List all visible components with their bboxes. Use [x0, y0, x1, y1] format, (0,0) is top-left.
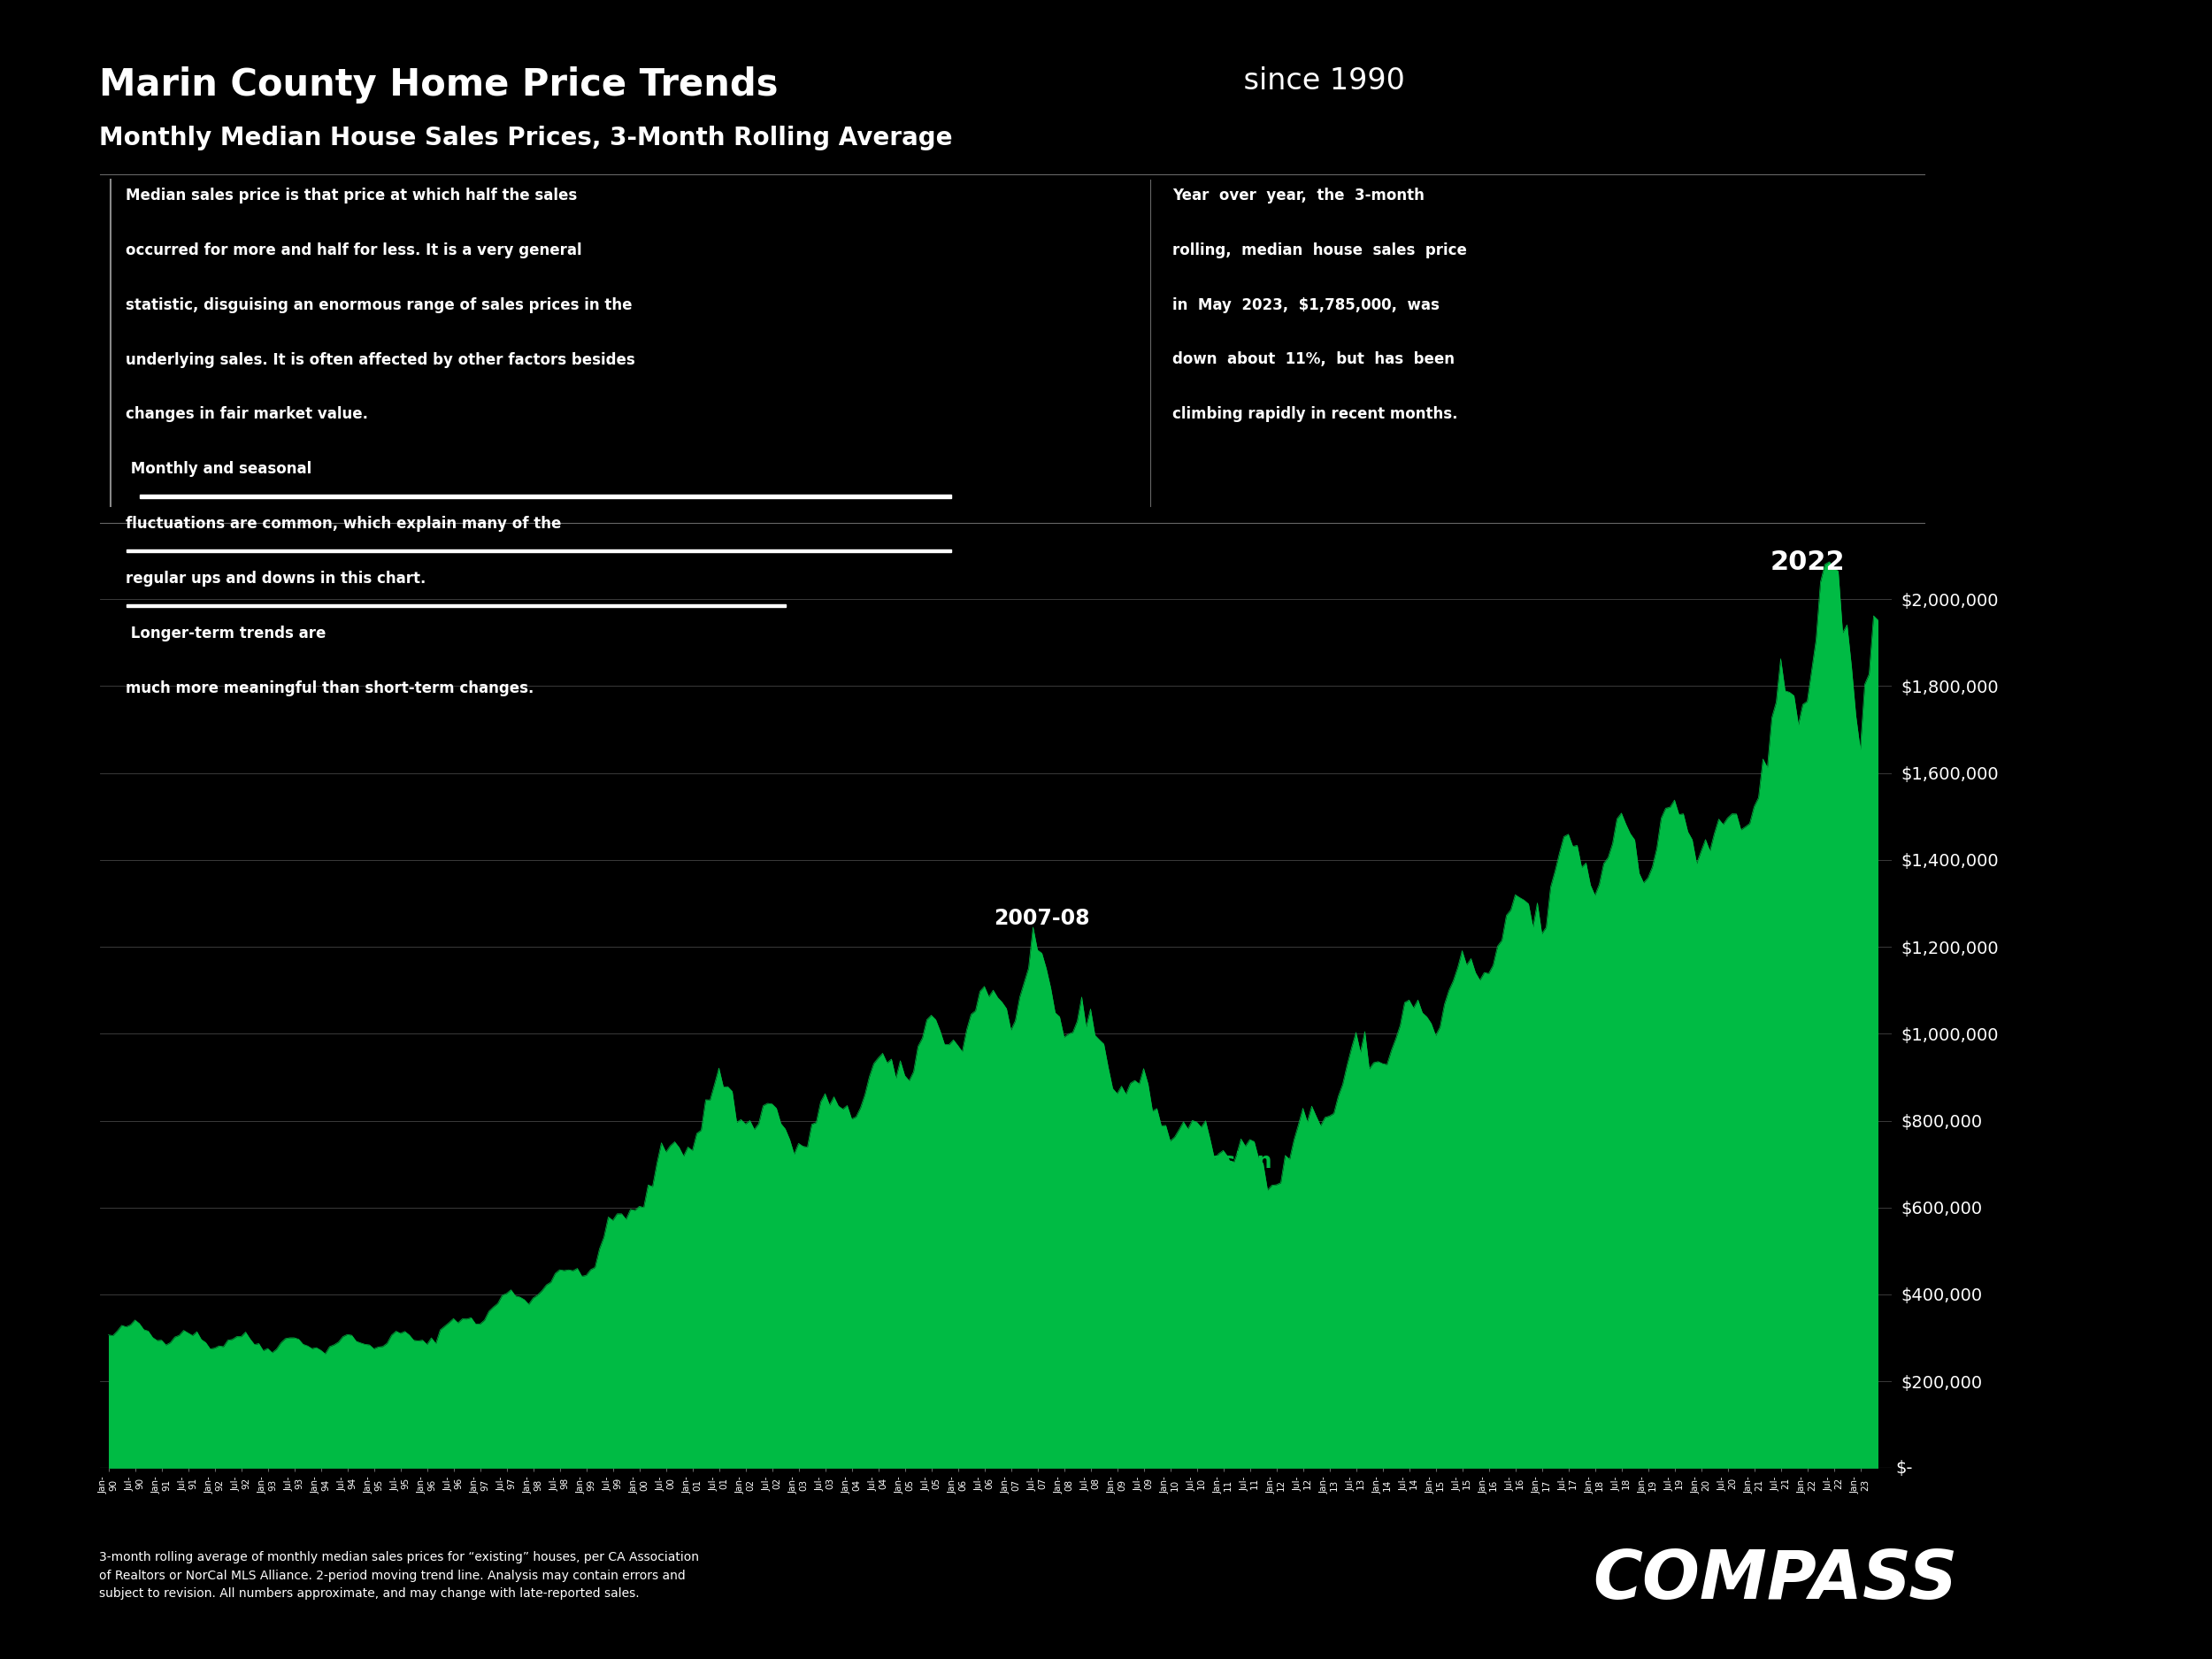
Text: Monthly Median House Sales Prices, 3-Month Rolling Average: Monthly Median House Sales Prices, 3-Mon… [100, 126, 953, 151]
Text: 2022: 2022 [1770, 549, 1845, 576]
Text: Monthly and seasonal: Monthly and seasonal [126, 461, 312, 478]
Text: much more meaningful than short-term changes.: much more meaningful than short-term cha… [126, 680, 535, 697]
Text: $-: $- [1896, 1460, 1913, 1477]
Text: since 1990: since 1990 [1234, 66, 1405, 96]
Text: Median sales price is that price at which half the sales: Median sales price is that price at whic… [126, 187, 577, 204]
Text: COMPASS: COMPASS [1593, 1548, 1958, 1613]
Text: 2007-08: 2007-08 [993, 907, 1091, 929]
Text: Longer-term trends are: Longer-term trends are [126, 625, 327, 642]
Text: changes in fair market value.: changes in fair market value. [126, 406, 369, 423]
Text: statistic, disguising an enormous range of sales prices in the: statistic, disguising an enormous range … [126, 297, 633, 314]
Text: Year  over  year,  the  3-month: Year over year, the 3-month [1172, 187, 1425, 204]
Text: 3-month rolling average of monthly median sales prices for “existing” houses, pe: 3-month rolling average of monthly media… [100, 1551, 699, 1599]
Text: regular ups and downs in this chart.: regular ups and downs in this chart. [126, 571, 427, 587]
Text: occurred for more and half for less. It is a very general: occurred for more and half for less. It … [126, 242, 582, 259]
Text: down  about  11%,  but  has  been: down about 11%, but has been [1172, 352, 1455, 368]
Text: Updated through May 2023: Updated through May 2023 [1458, 1379, 1741, 1397]
Text: underlying sales. It is often affected by other factors besides: underlying sales. It is often affected b… [126, 352, 635, 368]
Text: climbing rapidly in recent months.: climbing rapidly in recent months. [1172, 406, 1458, 423]
Text: fluctuations are common, which explain many of the: fluctuations are common, which explain m… [126, 516, 562, 533]
Text: in  May  2023,  $1,785,000,  was: in May 2023, $1,785,000, was [1172, 297, 1440, 314]
Text: Great recession: Great recession [1086, 1151, 1272, 1173]
Text: Marin County Home Price Trends: Marin County Home Price Trends [100, 66, 779, 103]
Text: rolling,  median  house  sales  price: rolling, median house sales price [1172, 242, 1467, 259]
